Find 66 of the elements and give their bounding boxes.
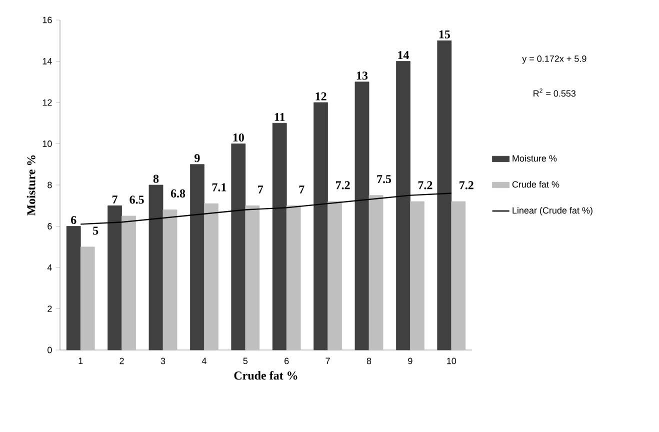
y-axis-title: Moisture % bbox=[26, 155, 36, 216]
bar bbox=[328, 201, 342, 350]
data-label: 7.2 bbox=[460, 181, 474, 190]
x-tick-label: 9 bbox=[408, 358, 412, 364]
legend-label: Linear (Crude fat %) bbox=[512, 207, 592, 216]
bar bbox=[314, 102, 328, 350]
data-label: 7 bbox=[299, 186, 304, 194]
data-label: 13 bbox=[356, 72, 368, 80]
x-tick-label: 1 bbox=[78, 358, 83, 364]
bar bbox=[162, 210, 178, 350]
data-label: 8 bbox=[153, 174, 159, 183]
bar bbox=[272, 122, 287, 350]
bar bbox=[231, 144, 246, 350]
data-label: 6 bbox=[71, 216, 76, 224]
bar bbox=[80, 246, 95, 350]
legend-label: Moisture % bbox=[512, 154, 557, 162]
bar bbox=[122, 216, 136, 350]
bar bbox=[368, 195, 384, 350]
data-label: 7.2 bbox=[418, 181, 432, 190]
bar bbox=[245, 205, 260, 350]
y-tick-label: 14 bbox=[42, 58, 52, 64]
bar bbox=[148, 184, 164, 350]
y-tick-label: 2 bbox=[48, 306, 52, 312]
data-label: 14 bbox=[398, 51, 409, 60]
data-label: 7.1 bbox=[212, 183, 226, 192]
y-tick-label: 0 bbox=[48, 346, 52, 354]
data-label: 7.5 bbox=[377, 175, 392, 184]
bar bbox=[190, 164, 204, 350]
x-axis-title: Crude fat % bbox=[234, 371, 298, 380]
text: R$^{2}$ = 0.553 bbox=[534, 88, 576, 97]
x-tick-label: 7 bbox=[326, 358, 330, 364]
x-tick-label: 8 bbox=[366, 358, 372, 364]
legend-label: Crude fat % bbox=[512, 180, 560, 188]
x-tick-label: 4 bbox=[202, 358, 206, 364]
y-tick-label: 8 bbox=[48, 182, 52, 188]
data-label: 7.2 bbox=[336, 181, 350, 190]
x-tick-label: 10 bbox=[447, 358, 456, 364]
bar bbox=[354, 82, 370, 350]
bar bbox=[108, 205, 122, 350]
data-label: 12 bbox=[316, 92, 326, 100]
bar bbox=[204, 203, 218, 350]
y-tick-label: 16 bbox=[42, 16, 52, 24]
data-label: 7 bbox=[258, 186, 264, 194]
data-label: 7 bbox=[112, 196, 118, 204]
bar bbox=[410, 201, 424, 350]
x-tick-label: 5 bbox=[243, 358, 248, 364]
data-label: 6.5 bbox=[130, 196, 144, 204]
x-tick-label: 2 bbox=[120, 358, 124, 364]
bar bbox=[437, 40, 452, 350]
y-tick-label: 4 bbox=[47, 264, 52, 271]
bar bbox=[451, 201, 466, 350]
data-label: 5 bbox=[93, 226, 98, 235]
x-tick-label: 3 bbox=[160, 358, 166, 364]
data-label: 6.8 bbox=[170, 189, 186, 198]
bar bbox=[286, 205, 301, 350]
data-label: 10 bbox=[233, 133, 244, 142]
text: y = 0.172x + 5.9 bbox=[522, 56, 586, 64]
x-tick-label: 6 bbox=[284, 358, 289, 364]
bar bbox=[396, 61, 410, 350]
data-label: 15 bbox=[439, 30, 450, 38]
bar bbox=[66, 226, 81, 350]
data-label: 11 bbox=[274, 113, 285, 121]
y-tick-label: 6 bbox=[48, 223, 52, 230]
data-label: 9 bbox=[194, 154, 200, 162]
y-tick-label: 12 bbox=[42, 99, 52, 106]
y-tick-label: 10 bbox=[42, 140, 52, 147]
